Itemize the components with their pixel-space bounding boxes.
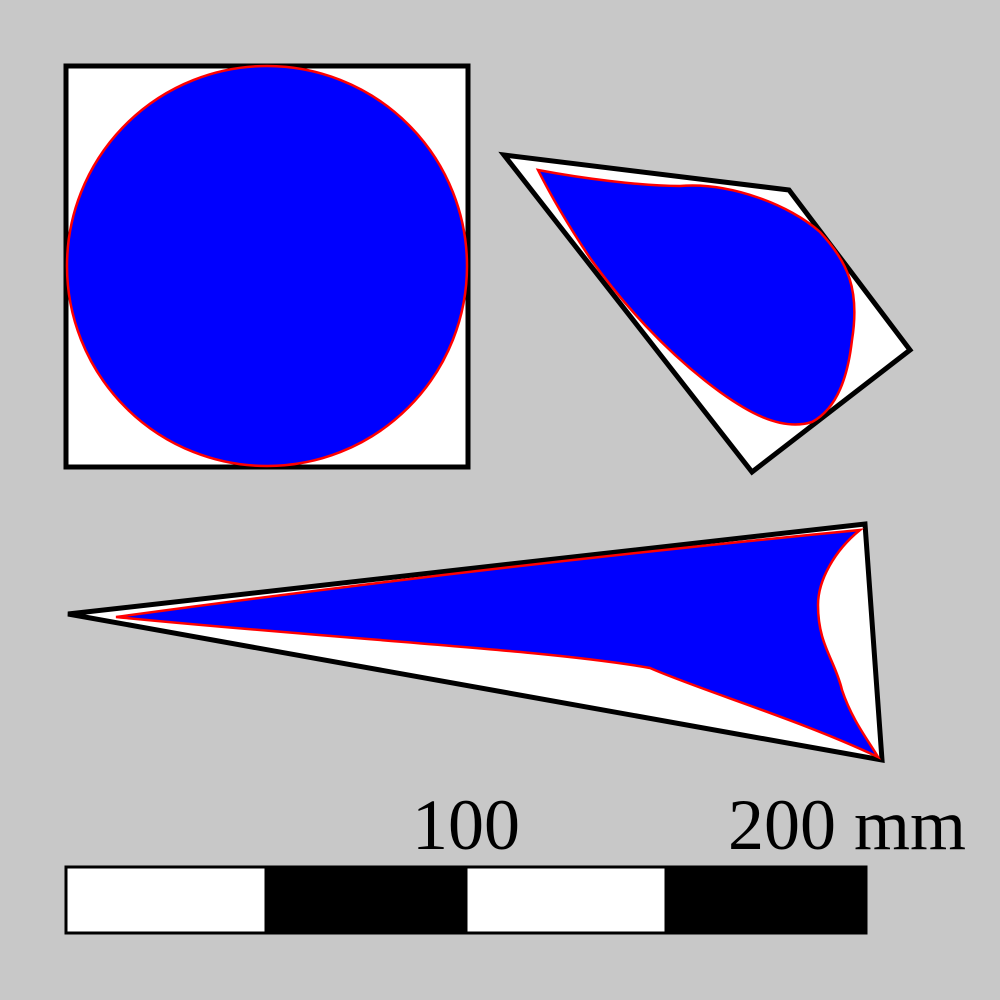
scale-label-end: 200 mm (728, 785, 966, 865)
figure-square (63, 63, 471, 470)
inscribed-teardrop (535, 168, 856, 426)
scale-segment-2 (264, 865, 468, 935)
figure-quadrilateral (498, 151, 914, 476)
scale-segment-1 (64, 865, 268, 935)
scale-segment-4 (664, 865, 868, 935)
scale-bar: 100 200 mm (64, 785, 966, 935)
figure-triangle (67, 521, 885, 764)
inscribed-circle (65, 64, 469, 468)
scale-label-mid: 100 (412, 785, 520, 865)
inscribed-curved-triangle (115, 528, 882, 760)
scale-segment-3 (464, 865, 668, 935)
